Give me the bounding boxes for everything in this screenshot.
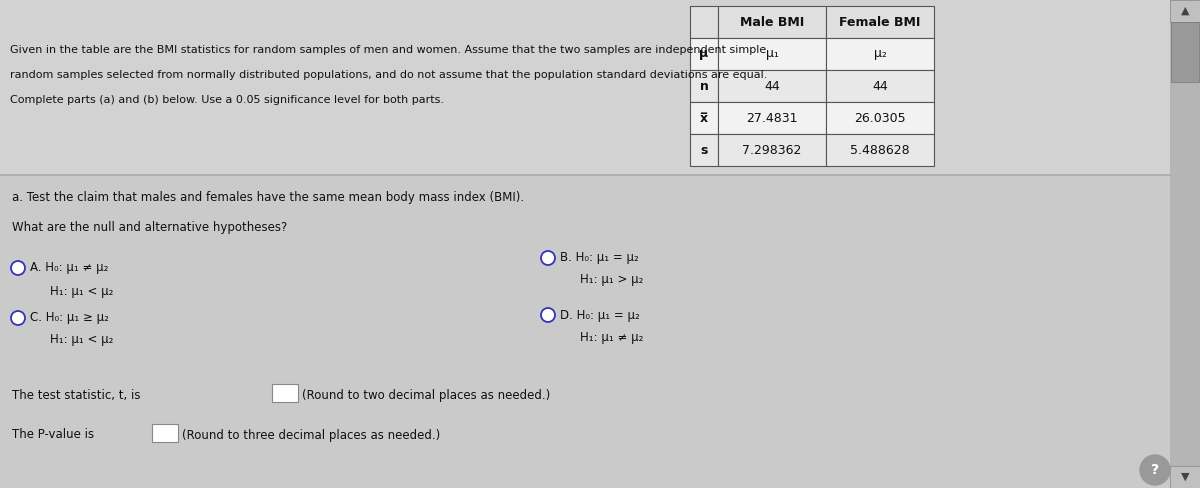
Bar — [718, 70, 826, 102]
Bar — [272, 384, 298, 402]
Text: n: n — [700, 80, 708, 93]
Text: H₁: μ₁ < μ₂: H₁: μ₁ < μ₂ — [50, 333, 113, 346]
Text: Given in the table are the BMI statistics for random samples of men and women. A: Given in the table are the BMI statistic… — [10, 45, 767, 55]
Circle shape — [541, 308, 554, 322]
Text: 44: 44 — [872, 80, 888, 93]
Text: a. Test the claim that males and females have the same mean body mass index (BMI: a. Test the claim that males and females… — [12, 191, 524, 204]
Bar — [1170, 466, 1200, 488]
Bar — [1170, 0, 1200, 488]
Bar — [690, 102, 718, 134]
Text: ▼: ▼ — [1181, 472, 1189, 482]
Text: x̅: x̅ — [700, 111, 708, 124]
Text: (Round to three decimal places as needed.): (Round to three decimal places as needed… — [182, 428, 440, 442]
Bar — [826, 134, 934, 166]
Bar — [718, 134, 826, 166]
Bar — [826, 38, 934, 70]
Text: B. H₀: μ₁ = μ₂: B. H₀: μ₁ = μ₂ — [560, 251, 638, 264]
Text: 5.488628: 5.488628 — [850, 143, 910, 157]
Circle shape — [11, 261, 25, 275]
Bar — [718, 102, 826, 134]
Text: 7.298362: 7.298362 — [743, 143, 802, 157]
Bar — [152, 424, 178, 442]
Text: 44: 44 — [764, 80, 780, 93]
Circle shape — [11, 311, 25, 325]
Text: random samples selected from normally distributed populations, and do not assume: random samples selected from normally di… — [10, 70, 767, 80]
Text: H₁: μ₁ ≠ μ₂: H₁: μ₁ ≠ μ₂ — [580, 330, 643, 344]
Text: D. H₀: μ₁ = μ₂: D. H₀: μ₁ = μ₂ — [560, 308, 640, 322]
Text: Complete parts (a) and (b) below. Use a 0.05 significance level for both parts.: Complete parts (a) and (b) below. Use a … — [10, 95, 444, 105]
Text: μ: μ — [700, 47, 708, 61]
Text: s: s — [701, 143, 708, 157]
Circle shape — [1140, 455, 1170, 485]
Bar — [718, 38, 826, 70]
Bar — [826, 70, 934, 102]
Text: ?: ? — [1151, 463, 1159, 477]
Text: 26.0305: 26.0305 — [854, 111, 906, 124]
Text: ▲: ▲ — [1181, 6, 1189, 16]
Text: C. H₀: μ₁ ≥ μ₂: C. H₀: μ₁ ≥ μ₂ — [30, 311, 109, 325]
Bar — [1170, 0, 1200, 22]
Text: The P-value is: The P-value is — [12, 428, 94, 442]
Text: 27.4831: 27.4831 — [746, 111, 798, 124]
Text: What are the null and alternative hypotheses?: What are the null and alternative hypoth… — [12, 222, 287, 235]
Text: (Round to two decimal places as needed.): (Round to two decimal places as needed.) — [302, 388, 551, 402]
Text: A. H₀: μ₁ ≠ μ₂: A. H₀: μ₁ ≠ μ₂ — [30, 262, 108, 274]
Bar — [0, 0, 1170, 175]
Text: The test statistic, t, is: The test statistic, t, is — [12, 388, 140, 402]
Bar — [826, 6, 934, 38]
Bar — [690, 38, 718, 70]
Bar — [718, 6, 826, 38]
Text: μ₁: μ₁ — [766, 47, 779, 61]
Bar — [1171, 22, 1199, 82]
Bar — [690, 6, 718, 38]
Bar — [690, 70, 718, 102]
Bar — [0, 175, 1170, 488]
Text: H₁: μ₁ > μ₂: H₁: μ₁ > μ₂ — [580, 273, 643, 286]
Circle shape — [541, 251, 554, 265]
Bar — [826, 102, 934, 134]
Bar — [690, 134, 718, 166]
Text: Male BMI: Male BMI — [740, 16, 804, 28]
Text: Female BMI: Female BMI — [839, 16, 920, 28]
Text: μ₂: μ₂ — [874, 47, 887, 61]
Text: H₁: μ₁ < μ₂: H₁: μ₁ < μ₂ — [50, 285, 113, 298]
